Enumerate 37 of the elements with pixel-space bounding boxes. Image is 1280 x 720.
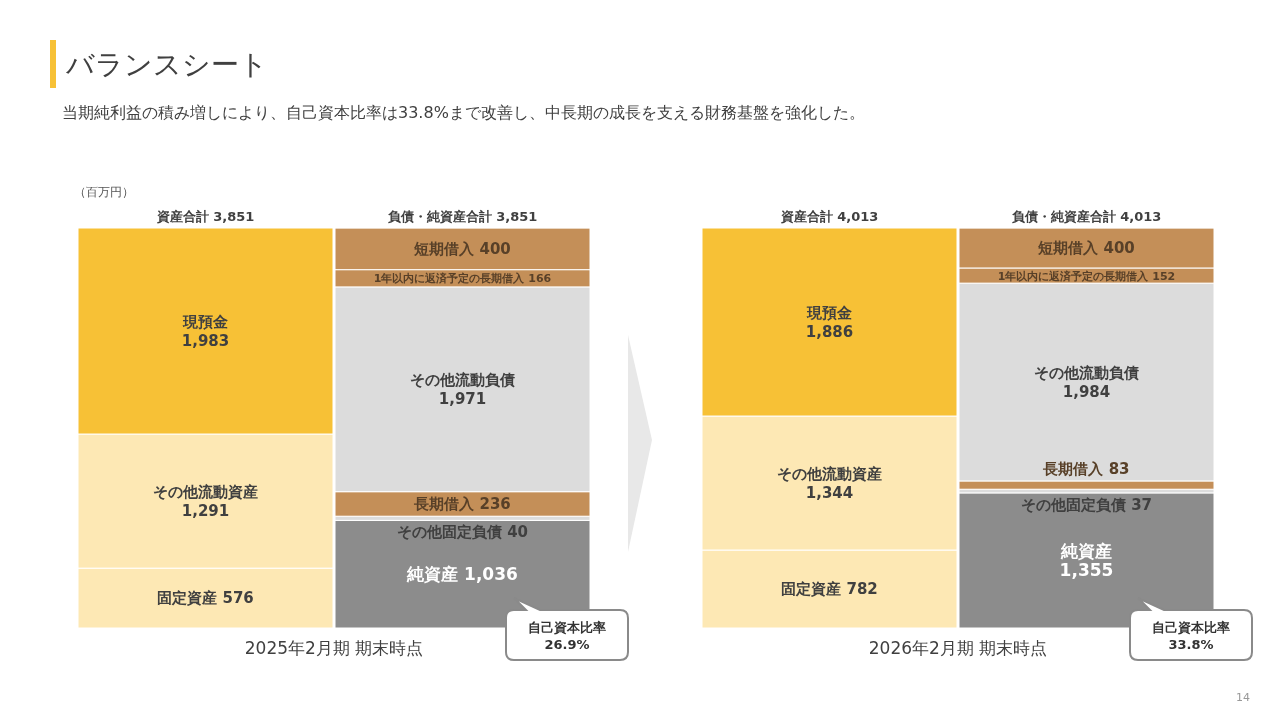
text: 1年以内に返済予定の長期借入 166 xyxy=(373,271,552,285)
text: 14 xyxy=(1236,690,1250,704)
data-label: 1,983 xyxy=(181,331,230,350)
chart-title: バランスシート xyxy=(65,47,268,81)
text: 短期借入 400 xyxy=(414,239,511,258)
annotation: 自己資本比率 33.8% xyxy=(1152,619,1230,651)
x-axis-title: 2025年2月期 期末時点 xyxy=(244,638,424,658)
text: 純資産 1,036 xyxy=(407,564,518,585)
series-label: その他流動負債 xyxy=(410,370,515,389)
data-label: 1,355 xyxy=(1059,559,1114,580)
x-tick-label: 負債・純資産合計 3,851 xyxy=(387,208,538,224)
data-label: 1,344 xyxy=(805,483,854,502)
annotation: 自己資本比率 26.9% xyxy=(528,619,606,651)
x-tick-label: 負債・純資産合計 4,013 xyxy=(1011,208,1162,224)
data-label: 1,291 xyxy=(181,501,230,520)
text: 固定資産 782 xyxy=(781,580,878,599)
x-axis-title: 2026年2月期 期末時点 xyxy=(868,638,1048,658)
chart-subtitle: 当期純利益の積み増しにより、自己資本比率は33.8%まで改善し、中長期の成長を支える財務基盤を強化した。 xyxy=(62,102,865,122)
series-label: 現預金 xyxy=(182,312,228,331)
series-label: 現預金 xyxy=(806,303,852,322)
x-tick-label: 資産合計 4,013 xyxy=(779,208,879,224)
x-tick-label: 資産合計 3,851 xyxy=(155,208,255,224)
series-label: その他流動資産 xyxy=(153,482,258,501)
series-label: 純資産 xyxy=(1060,540,1112,561)
data-label: 1,984 xyxy=(1062,382,1111,401)
text: 長期借入 83 xyxy=(1043,459,1130,478)
text: 短期借入 400 xyxy=(1038,239,1135,258)
text: その他固定負債 37 xyxy=(1020,495,1153,514)
text: 長期借入 236 xyxy=(414,494,511,513)
series-label: その他流動資産 xyxy=(777,464,882,483)
series-label: その他流動負債 xyxy=(1034,363,1139,382)
text: 1年以内に返済予定の長期借入 152 xyxy=(997,269,1176,283)
text: 固定資産 576 xyxy=(157,589,254,608)
data-label: 1,971 xyxy=(438,389,487,408)
y-axis-title: （百万円） xyxy=(74,185,134,199)
text: その他固定負債 40 xyxy=(396,523,529,542)
data-label: 1,886 xyxy=(805,322,854,341)
